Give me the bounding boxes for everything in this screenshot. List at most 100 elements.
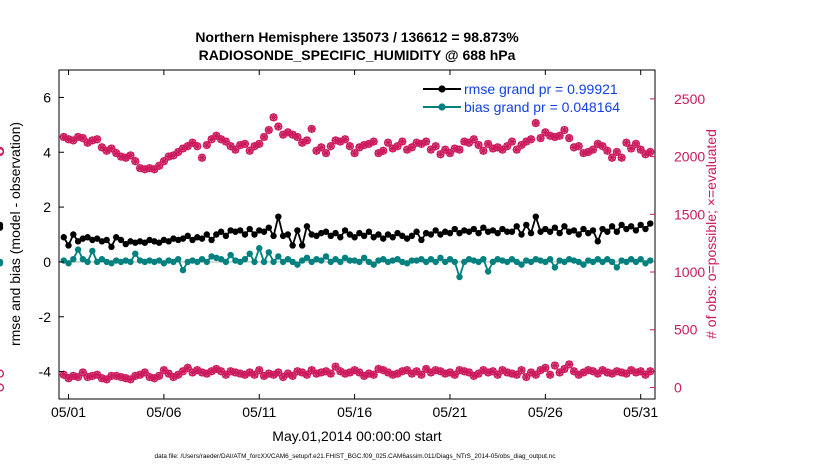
obs-evaluated-point [369, 137, 378, 146]
obs-evaluated-point [240, 139, 249, 148]
bias-point [503, 258, 511, 266]
obs-evaluated-point [388, 370, 397, 379]
rmse-point [313, 232, 320, 240]
rmse-point [527, 229, 535, 237]
rmse-point [113, 234, 120, 241]
obs-evaluated-point [279, 373, 288, 382]
bias-point [580, 261, 587, 268]
rmse-point [384, 231, 392, 238]
obs-evaluated-point [383, 138, 392, 147]
rmse-point [637, 221, 644, 229]
rmse-point [265, 224, 272, 231]
x-tick-label: 05/16 [337, 404, 372, 420]
obs-evaluated-point [326, 369, 335, 378]
rmse-point [437, 231, 444, 238]
obs-evaluated-point [131, 371, 140, 380]
obs-evaluated-point [302, 370, 311, 379]
bias-point [432, 258, 439, 266]
obs-evaluated-point [150, 374, 159, 383]
obs-evaluated-point [188, 368, 197, 377]
obs-evaluated-point [450, 370, 459, 379]
obs-evaluated-point [527, 368, 536, 377]
rmse-point [480, 224, 487, 231]
bias-point [561, 258, 568, 266]
obs-evaluated-point [479, 146, 488, 155]
obs-evaluated-point [317, 368, 326, 377]
rmse-point [198, 235, 206, 242]
obs-evaluated-point [255, 366, 264, 375]
obs-evaluated-point [112, 149, 121, 158]
obs-evaluated-point [345, 142, 354, 151]
rmse-point [518, 231, 525, 238]
bias-point [632, 258, 640, 266]
bias-point [74, 246, 82, 253]
obs-evaluated-point [479, 366, 488, 375]
obs-evaluated-point [522, 373, 531, 382]
obs-evaluated-point [97, 374, 106, 383]
bias-point [489, 258, 497, 266]
bias-point [332, 255, 339, 263]
bias-point [518, 261, 525, 268]
bias-point [222, 258, 230, 266]
obs-evaluated-point [288, 371, 297, 380]
rmse-point [389, 234, 396, 241]
rmse-point [432, 227, 439, 234]
rmse-point [108, 243, 115, 251]
obs-evaluated-point [584, 147, 593, 156]
rmse-point [465, 228, 473, 235]
obs-evaluated-point [598, 142, 607, 151]
bias-point [446, 255, 454, 263]
obs-evaluated-point [493, 370, 502, 379]
obs-evaluated-point [212, 131, 221, 140]
rmse-point [365, 228, 373, 235]
rmse-point [513, 223, 520, 230]
obs-evaluated-point [69, 136, 78, 145]
obs-evaluated-point [417, 139, 426, 148]
bias-point [260, 258, 268, 266]
obs-evaluated-point [202, 369, 211, 378]
obs-evaluated-point [474, 141, 483, 150]
obs-evaluated-point [97, 143, 106, 152]
obs-evaluated-point [198, 153, 207, 162]
obs-evaluated-point [322, 367, 331, 376]
obs-evaluated-point [164, 369, 173, 378]
obs-evaluated-point [64, 135, 73, 144]
obs-evaluated-point [450, 144, 459, 153]
obs-evaluated-point [226, 142, 235, 151]
obs-evaluated-point [255, 139, 264, 148]
obs-evaluated-point [445, 149, 454, 158]
bias-point [236, 258, 244, 266]
rmse-point [642, 225, 649, 233]
bias-point [279, 258, 287, 266]
bias-point [480, 255, 487, 263]
obs-evaluated-point [217, 367, 226, 376]
obs-evaluated-point [212, 364, 221, 373]
obs-evaluated-point [436, 150, 445, 159]
rmse-point [332, 229, 339, 237]
bias-point [341, 254, 349, 262]
data-file-footnote: data file: /Users/raeder/DAI/ATM_forcXX/… [155, 453, 557, 460]
obs-evaluated-point [345, 368, 354, 377]
legend-rmse-marker [438, 85, 446, 93]
obs-evaluated-point [298, 138, 307, 147]
obs-evaluated-point [555, 131, 564, 140]
rmse-point [217, 228, 225, 235]
obs-evaluated-point [550, 361, 559, 370]
obs-evaluated-point [646, 147, 655, 156]
rmse-point [503, 228, 511, 235]
obs-evaluated-point [484, 139, 493, 148]
obs-evaluated-point [379, 366, 388, 375]
obs-evaluated-point [517, 141, 526, 150]
obs-evaluated-point [374, 149, 383, 158]
bias-point [337, 258, 344, 266]
obs-evaluated-point [398, 137, 407, 146]
bias-point [370, 261, 377, 268]
obs-evaluated-point [207, 135, 216, 144]
obs-evaluated-point [145, 164, 154, 173]
obs-evaluated-point [83, 373, 92, 382]
bias-point [284, 255, 292, 263]
bias-point [542, 258, 549, 266]
obs-evaluated-point [593, 139, 602, 148]
legend-bias-label: bias grand pr = 0.048164 [464, 99, 620, 115]
bias-point [108, 260, 115, 267]
